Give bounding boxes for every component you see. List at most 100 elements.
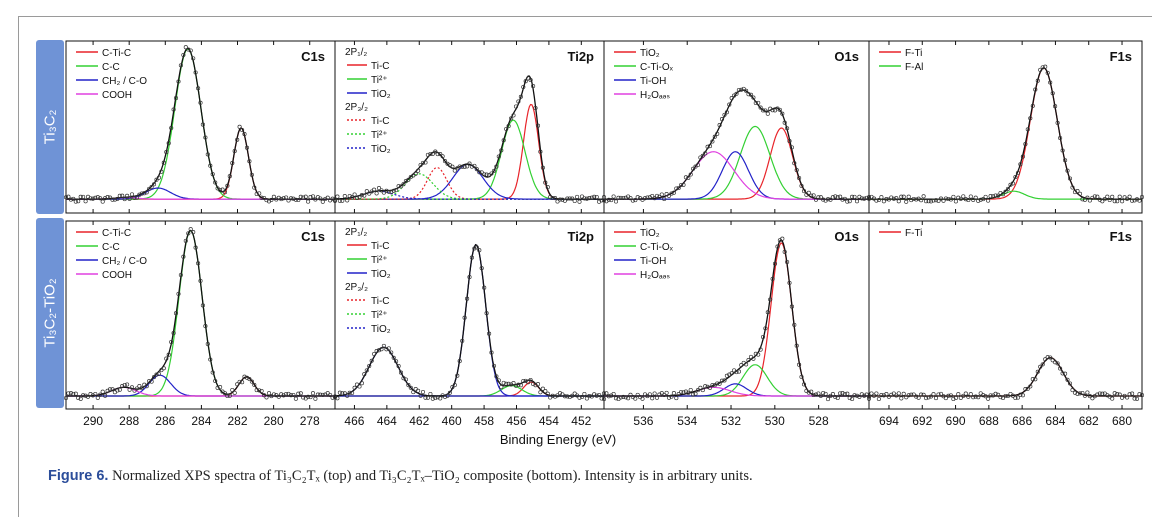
panel-composite-f1s-data-point [953, 395, 958, 401]
panel-composite-o1s-data-point [753, 351, 758, 356]
panel-composite-o1s-data-point [741, 360, 746, 365]
panel-composite-ti2p-data-point [394, 359, 399, 364]
panel-ti3c2-ti2p-data-point [494, 164, 499, 169]
panel-ti3c2-f1s-data-point [1072, 190, 1078, 195]
panel-ti3c2-c1s-data-point [293, 197, 298, 202]
panel-composite-ti2p-title: Ti2p [568, 229, 595, 244]
panel-ti3c2-f1s-data-point [1063, 158, 1068, 163]
panel-ti3c2-o1s-data-point [630, 198, 635, 203]
panel-composite-o1s-data-point [811, 392, 816, 398]
panel-composite-f1s-frame [868, 220, 1143, 410]
panel-composite-o1s-legend-label: TiO₂ [640, 228, 660, 239]
panel-ti3c2-f1s-data-point [924, 199, 929, 204]
panel-ti3c2-c1s-data-point [90, 196, 95, 201]
panel-composite-c1s-data-point [129, 385, 135, 390]
panel-ti3c2-f1s-data-point [894, 196, 899, 201]
panel-composite-ti2p-data-point [369, 358, 374, 363]
panel-composite-ti2p-tick-label: 466 [344, 414, 364, 428]
panel-ti3c2-o1s-data-point [840, 197, 845, 202]
panel-ti3c2-f1s-data-point [909, 198, 914, 203]
panel-ti3c2-c1s-data-point [308, 195, 313, 200]
panel-composite-c1s-data-point [318, 392, 323, 397]
panel-composite-o1s-data-point [835, 395, 840, 401]
panel-ti3c2-o1s-data-point [707, 144, 713, 149]
panel-ti3c2-c1s-data-point [298, 194, 303, 199]
panel-ti3c2-o1s-data-point [698, 155, 703, 160]
panel-composite-f1s-envelope [869, 357, 1142, 397]
panel-composite-f1s-data-point [933, 396, 939, 401]
panel-composite-c1s-data-point [240, 380, 245, 385]
panel-ti3c2-o1s-data-point [753, 100, 758, 106]
panel-ti3c2-o1s-data-point [645, 195, 650, 200]
panel-composite-f1s-data-point [1134, 396, 1140, 401]
panel-ti3c2-ti2p-data-point [531, 84, 536, 89]
panel-composite-f1s-data-point [1063, 371, 1068, 376]
panel-ti3c2-c1s-data-point [296, 197, 301, 203]
panel-composite-c1s-data-point [205, 341, 210, 347]
panel-ti3c2-c1s-data-point [196, 86, 201, 91]
panel-composite-o1s-data-point [782, 249, 787, 254]
panel-ti3c2-o1s-data-point [676, 185, 681, 191]
panel-composite-c1s-data-point [252, 382, 257, 387]
panel-ti3c2-c1s-data-point [81, 194, 86, 199]
panel-composite-o1s-data-point [772, 261, 778, 266]
panel-composite-c1s-data-point [257, 388, 262, 393]
xps-spectra-chart: C1s C-Ti-C C-C CH₂ / C-O COOH Ti2p 2P₁/₂ Ti-C Ti… [63, 40, 1145, 447]
panel-composite-ti2p-data-point [597, 392, 602, 398]
panel-ti3c2-ti2p-data-point [472, 163, 477, 168]
panel-ti3c2-f1s-data-point [936, 198, 941, 203]
panel-ti3c2-ti2p-data-point [465, 164, 470, 169]
panel-ti3c2-o1s-data-point [835, 195, 840, 200]
panel-composite-o1s-data-point [700, 388, 705, 393]
panel-ti3c2-f1s-data-point [991, 194, 996, 199]
panel-composite-c1s-data-point [117, 387, 122, 392]
panel-ti3c2-f1s-data-point [879, 195, 884, 200]
panel-ti3c2-c1s-data-point [156, 175, 161, 180]
panel-ti3c2-o1s-data-point [638, 196, 643, 201]
panel-composite-c1s-data-point [225, 393, 230, 399]
panel-composite-c1s-data-point [127, 387, 132, 392]
panel-ti3c2-f1s-data-point [941, 198, 946, 203]
panel-composite-o1s-data-point [724, 373, 729, 378]
panel-composite-f1s-data-point [951, 396, 956, 402]
panel-composite-ti2p-data-point [447, 390, 452, 395]
panel-ti3c2-o1s-data-point [782, 120, 787, 125]
panel-composite-c1s-data-point [71, 391, 76, 397]
panel-composite-c1s-data-point [291, 392, 296, 398]
panel-ti3c2-ti2p-data-point [572, 198, 577, 204]
panel-composite-ti2p-data-point [460, 338, 465, 343]
panel-composite-f1s-data-point [1005, 393, 1011, 399]
panel-ti3c2-f1s-data-point [1055, 120, 1060, 125]
panel-composite-o1s-data-point [707, 385, 713, 390]
panel-composite-o1s-data-point [732, 368, 737, 373]
panel-ti3c2-f1s-data-point [1080, 197, 1085, 202]
panel-ti3c2-f1s-data-point [1087, 198, 1092, 203]
panel-composite-f1s-data-point [1050, 358, 1055, 363]
panel-ti3c2-c1s-data-point [291, 196, 296, 201]
panel-composite-o1s-tick-label: 530 [765, 414, 785, 428]
panel-composite-f1s-data-point [986, 396, 991, 401]
panel-ti3c2-ti2p-legend-label: TiO₂ [371, 89, 391, 100]
panel-ti3c2-ti2p-legend-group-header: 2P₁/₂ [345, 47, 367, 58]
figure-caption-label: Figure 6. [48, 468, 109, 484]
panel-composite-c1s-data-point [218, 385, 223, 390]
panel-composite-o1s-data-point [722, 378, 727, 383]
panel-composite-ti2p-data-point [416, 388, 421, 393]
panel-composite-c1s-data-point [137, 384, 142, 389]
figure-frame [18, 16, 1152, 517]
panel-ti3c2-c1s-data-point [259, 195, 264, 200]
panel-ti3c2-o1s-data-point [705, 144, 710, 149]
panel-ti3c2-o1s-data-point [801, 189, 807, 194]
panel-composite-ti2p-data-point [408, 385, 413, 390]
panel-composite-o1s-data-point [787, 280, 792, 285]
panel-composite-o1s-data-point [601, 397, 607, 402]
panel-ti3c2-f1s-data-point [966, 197, 971, 203]
panel-ti3c2-ti2p-data-point [345, 198, 350, 203]
panel-composite-f1s-title: F1s [1110, 229, 1132, 244]
panel-ti3c2-f1s-data-point [1097, 197, 1102, 202]
panel-ti3c2-ti2p-data-point [560, 197, 565, 202]
panel-composite-o1s-data-point [676, 392, 681, 397]
panel-composite-f1s-data-point [1075, 391, 1080, 396]
panel-ti3c2-f1s-data-point [1132, 198, 1137, 203]
panel-ti3c2-c1s-data-point [254, 191, 259, 197]
